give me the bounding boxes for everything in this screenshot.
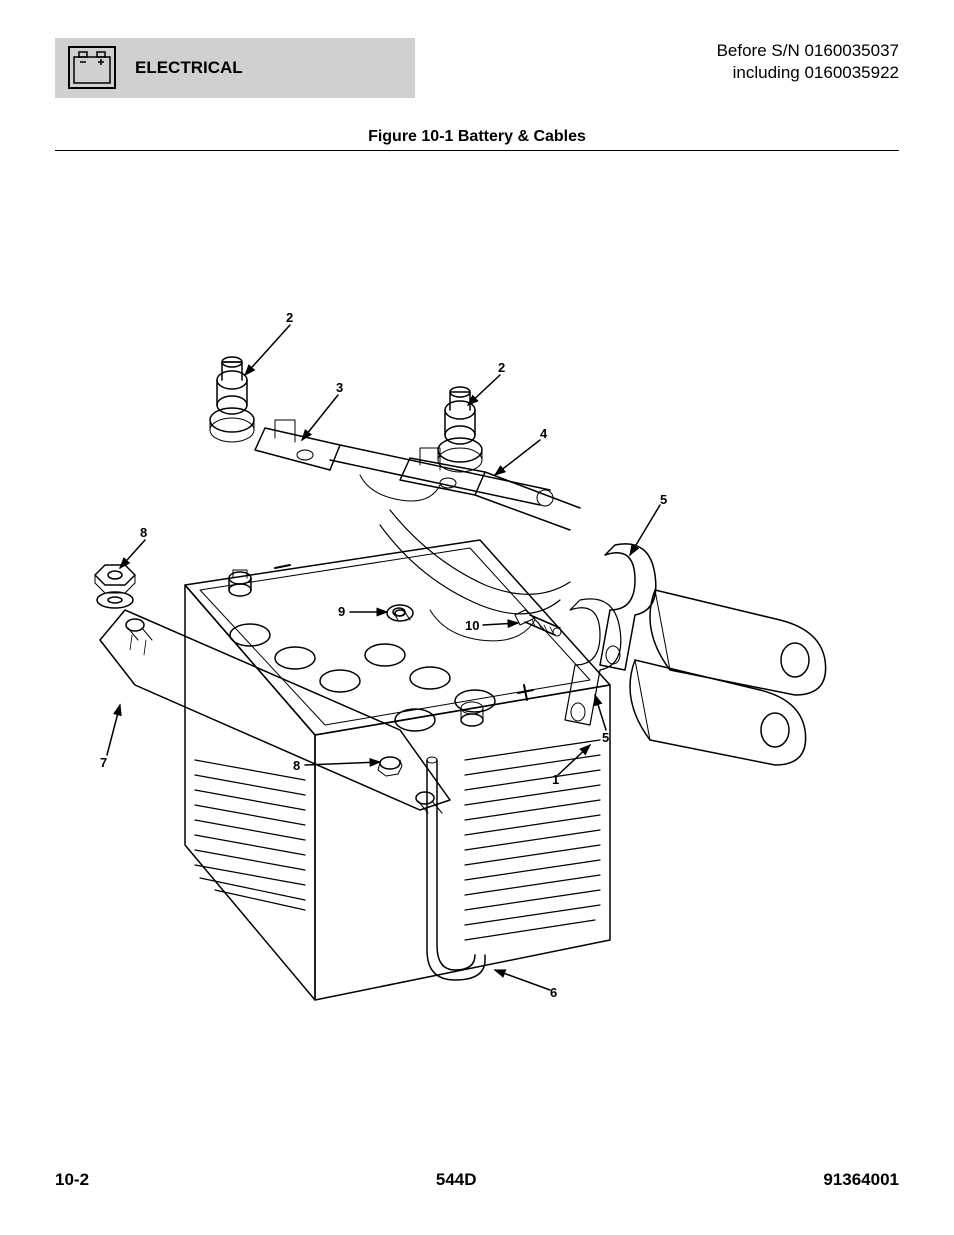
callout-3: 3 (336, 380, 343, 395)
footer-page-num: 10-2 (55, 1170, 89, 1190)
callout-8a: 8 (140, 525, 147, 540)
callout-10: 10 (465, 618, 479, 633)
callout-9: 9 (338, 604, 345, 619)
page-footer: 10-2 544D 91364001 (55, 1170, 899, 1190)
header-right-info: Before S/N 0160035037 including 01600359… (717, 40, 899, 84)
callout-2b: 2 (498, 360, 505, 375)
callout-4: 4 (540, 426, 547, 441)
section-title: ELECTRICAL (135, 58, 243, 78)
callout-2a: 2 (286, 310, 293, 325)
figure-title: Figure 10-1 Battery & Cables (0, 128, 954, 146)
footer-model: 544D (436, 1170, 477, 1190)
callout-6: 6 (550, 985, 557, 1000)
callout-7: 7 (100, 755, 107, 770)
exploded-diagram: 2 2 3 4 5 5 8 7 8 1 6 9 10 (80, 300, 870, 1020)
callout-8b: 8 (293, 758, 300, 773)
sn-line-2: including 0160035922 (717, 62, 899, 84)
header-section-box: ELECTRICAL (55, 38, 415, 98)
callout-5a: 5 (660, 492, 667, 507)
callout-1: 1 (552, 772, 559, 787)
battery-icon (67, 45, 117, 90)
sn-line-1: Before S/N 0160035037 (717, 40, 899, 62)
callout-5b: 5 (602, 730, 609, 745)
title-divider (55, 150, 899, 151)
footer-doc-num: 91364001 (823, 1170, 899, 1190)
